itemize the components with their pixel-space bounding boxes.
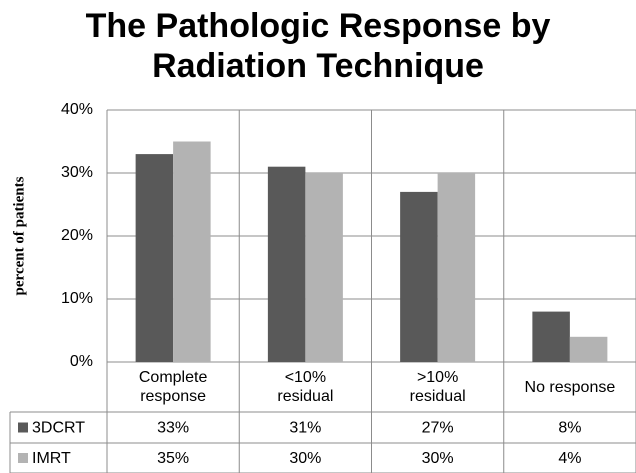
bar [532, 311, 570, 362]
bar [400, 191, 438, 362]
y-tick-label: 0% [70, 353, 93, 370]
table-value: 30% [422, 450, 454, 467]
bar [437, 173, 476, 362]
x-tick-label: Complete response [138, 369, 208, 405]
table-value: 33% [157, 420, 189, 437]
y-tick-label: 40% [61, 101, 93, 118]
x-tick-label: <10% residual [277, 369, 334, 405]
x-tick-label: >10% residual [409, 369, 466, 405]
table-value: 8% [558, 420, 581, 437]
x-tick-label: No response [524, 378, 616, 396]
table-value: 27% [422, 420, 454, 437]
y-tick-label: 30% [61, 164, 93, 181]
table-value: 4% [558, 450, 581, 467]
bar [305, 173, 343, 362]
legend-label: 3DCRT [32, 420, 85, 437]
bar [569, 336, 608, 362]
y-tick-label: 10% [61, 290, 93, 307]
legend-label: IMRT [32, 450, 71, 467]
y-axis-label: percent of patients [11, 176, 27, 295]
bar [173, 141, 211, 362]
bar [267, 166, 306, 362]
legend-swatch [18, 422, 28, 433]
table-value: 30% [289, 450, 321, 467]
table-value: 31% [289, 420, 321, 437]
chart-title: The Pathologic Response by Radiation Tec… [85, 7, 551, 85]
table-value: 35% [157, 450, 189, 467]
y-tick-label: 20% [61, 227, 93, 244]
bar [135, 154, 174, 362]
legend-swatch [18, 453, 28, 463]
